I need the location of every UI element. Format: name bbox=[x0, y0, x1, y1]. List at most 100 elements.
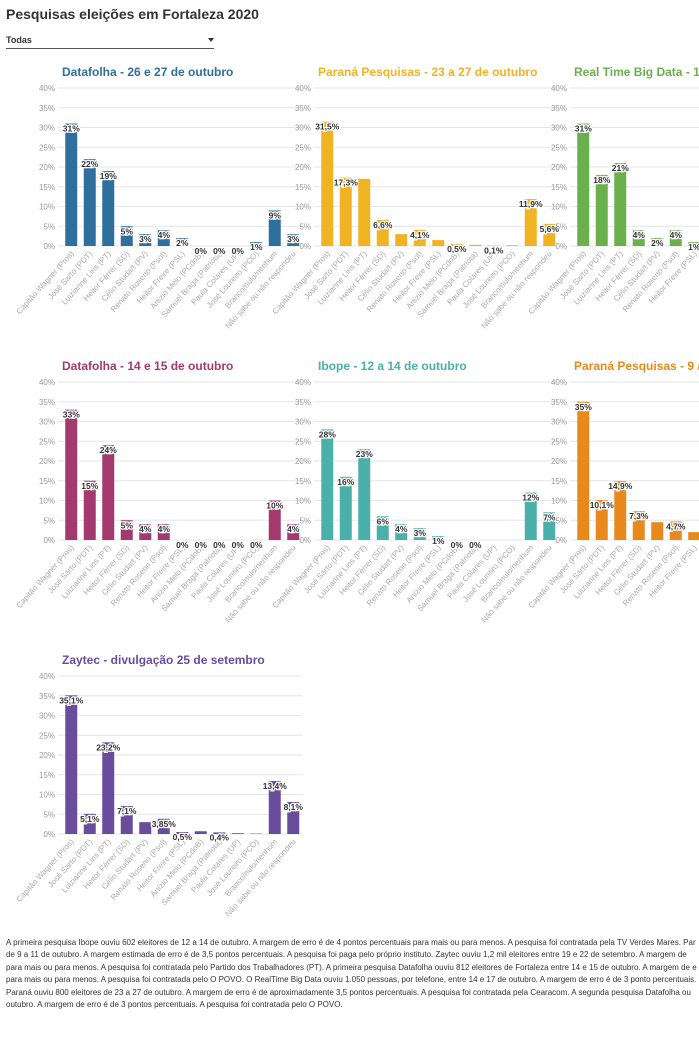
value-label: 3% bbox=[139, 234, 152, 244]
y-tick-label: 10% bbox=[295, 497, 311, 506]
bar bbox=[450, 244, 463, 246]
y-tick-label: 20% bbox=[551, 457, 567, 466]
value-label: 4% bbox=[158, 230, 171, 240]
y-tick-label: 5% bbox=[43, 810, 55, 819]
bar bbox=[432, 240, 445, 246]
y-tick-label: 5% bbox=[299, 516, 311, 525]
value-label: 3,85% bbox=[152, 819, 177, 829]
bar bbox=[176, 238, 189, 246]
value-label: 7,1% bbox=[117, 806, 137, 816]
y-tick-label: 35% bbox=[551, 398, 567, 407]
value-label: 15% bbox=[81, 481, 98, 491]
y-tick-label: 20% bbox=[39, 457, 55, 466]
bar bbox=[651, 522, 664, 540]
bar bbox=[358, 449, 371, 540]
bar bbox=[120, 520, 133, 540]
y-tick-label: 30% bbox=[39, 418, 55, 427]
y-tick-label: 25% bbox=[39, 731, 55, 740]
value-label: 0% bbox=[176, 540, 189, 550]
bar bbox=[669, 230, 682, 246]
y-tick-label: 5% bbox=[299, 222, 311, 231]
y-tick-label: 10% bbox=[551, 497, 567, 506]
footnote-line: Paraná ouviu 800 eleitores de 23 a 27 de… bbox=[6, 987, 691, 997]
bar bbox=[395, 524, 408, 540]
value-label: 4% bbox=[139, 524, 152, 534]
value-label: 4,1% bbox=[410, 230, 430, 240]
y-tick-label: 15% bbox=[551, 477, 567, 486]
value-label: 0% bbox=[250, 540, 263, 550]
bar bbox=[139, 234, 152, 246]
value-label: 8,1% bbox=[284, 802, 304, 812]
y-tick-label: 25% bbox=[39, 437, 55, 446]
bar bbox=[231, 833, 244, 834]
bar bbox=[102, 742, 115, 834]
bar bbox=[632, 511, 645, 540]
bar bbox=[506, 245, 519, 246]
bar bbox=[358, 178, 371, 246]
filter-dropdown[interactable]: Todas bbox=[6, 35, 214, 49]
y-tick-label: 10% bbox=[551, 203, 567, 212]
value-label: 17,3% bbox=[334, 178, 359, 188]
dropdown-arrow[interactable] bbox=[208, 38, 214, 42]
value-label: 2% bbox=[176, 238, 189, 248]
y-tick-label: 10% bbox=[39, 791, 55, 800]
value-label: 4% bbox=[633, 230, 646, 240]
bar bbox=[413, 229, 426, 246]
value-label: 28% bbox=[319, 429, 336, 439]
y-tick-label: 40% bbox=[39, 378, 55, 387]
value-label: 19% bbox=[100, 171, 117, 181]
y-tick-label: 0% bbox=[43, 242, 55, 251]
value-label: 3% bbox=[287, 234, 300, 244]
y-tick-label: 0% bbox=[555, 536, 567, 545]
y-tick-label: 35% bbox=[39, 104, 55, 113]
bar bbox=[321, 121, 334, 246]
bar bbox=[157, 818, 170, 834]
bar bbox=[376, 219, 389, 246]
value-label: 14,9% bbox=[608, 481, 633, 491]
y-tick-label: 40% bbox=[295, 84, 311, 93]
y-tick-label: 0% bbox=[299, 242, 311, 251]
y-tick-label: 5% bbox=[555, 516, 567, 525]
bar bbox=[102, 170, 115, 246]
chart-title: Datafolha - 14 e 15 de outubro bbox=[62, 359, 233, 373]
y-tick-label: 25% bbox=[551, 143, 567, 152]
value-label: 31% bbox=[63, 124, 80, 134]
bar bbox=[651, 238, 664, 246]
y-tick-label: 5% bbox=[43, 516, 55, 525]
value-label: 9% bbox=[269, 210, 282, 220]
value-label: 24% bbox=[100, 445, 117, 455]
bar bbox=[688, 532, 699, 540]
y-tick-label: 30% bbox=[39, 124, 55, 133]
y-tick-label: 25% bbox=[551, 437, 567, 446]
y-tick-label: 10% bbox=[39, 497, 55, 506]
value-label: 4% bbox=[158, 524, 171, 534]
value-label: 5,6% bbox=[540, 224, 560, 234]
bar bbox=[395, 234, 408, 246]
bar bbox=[376, 516, 389, 540]
bar bbox=[688, 242, 699, 246]
y-tick-label: 30% bbox=[39, 712, 55, 721]
value-label: 12% bbox=[522, 493, 539, 503]
charts: Datafolha - 26 e 27 de outubro 0% 5% 10% 15%… bbox=[15, 65, 699, 918]
y-tick-label: 0% bbox=[43, 536, 55, 545]
value-label: 3% bbox=[414, 528, 427, 538]
value-label: 0,5% bbox=[173, 832, 193, 842]
value-label: 0,4% bbox=[210, 832, 230, 842]
y-tick-label: 0% bbox=[299, 536, 311, 545]
y-tick-label: 40% bbox=[39, 84, 55, 93]
bar bbox=[432, 536, 445, 540]
bar bbox=[213, 832, 226, 834]
value-label: 2% bbox=[651, 238, 664, 248]
bar bbox=[669, 521, 682, 540]
y-tick-label: 40% bbox=[551, 84, 567, 93]
bar bbox=[287, 802, 300, 834]
bar bbox=[469, 244, 482, 246]
y-tick-label: 15% bbox=[39, 183, 55, 192]
bar bbox=[614, 163, 627, 246]
bar bbox=[339, 177, 352, 246]
value-label: 10% bbox=[266, 501, 283, 511]
chart-title: Paraná Pesquisas - 23 a 27 de outubro bbox=[318, 65, 537, 79]
y-tick-label: 35% bbox=[39, 398, 55, 407]
y-tick-label: 30% bbox=[295, 124, 311, 133]
